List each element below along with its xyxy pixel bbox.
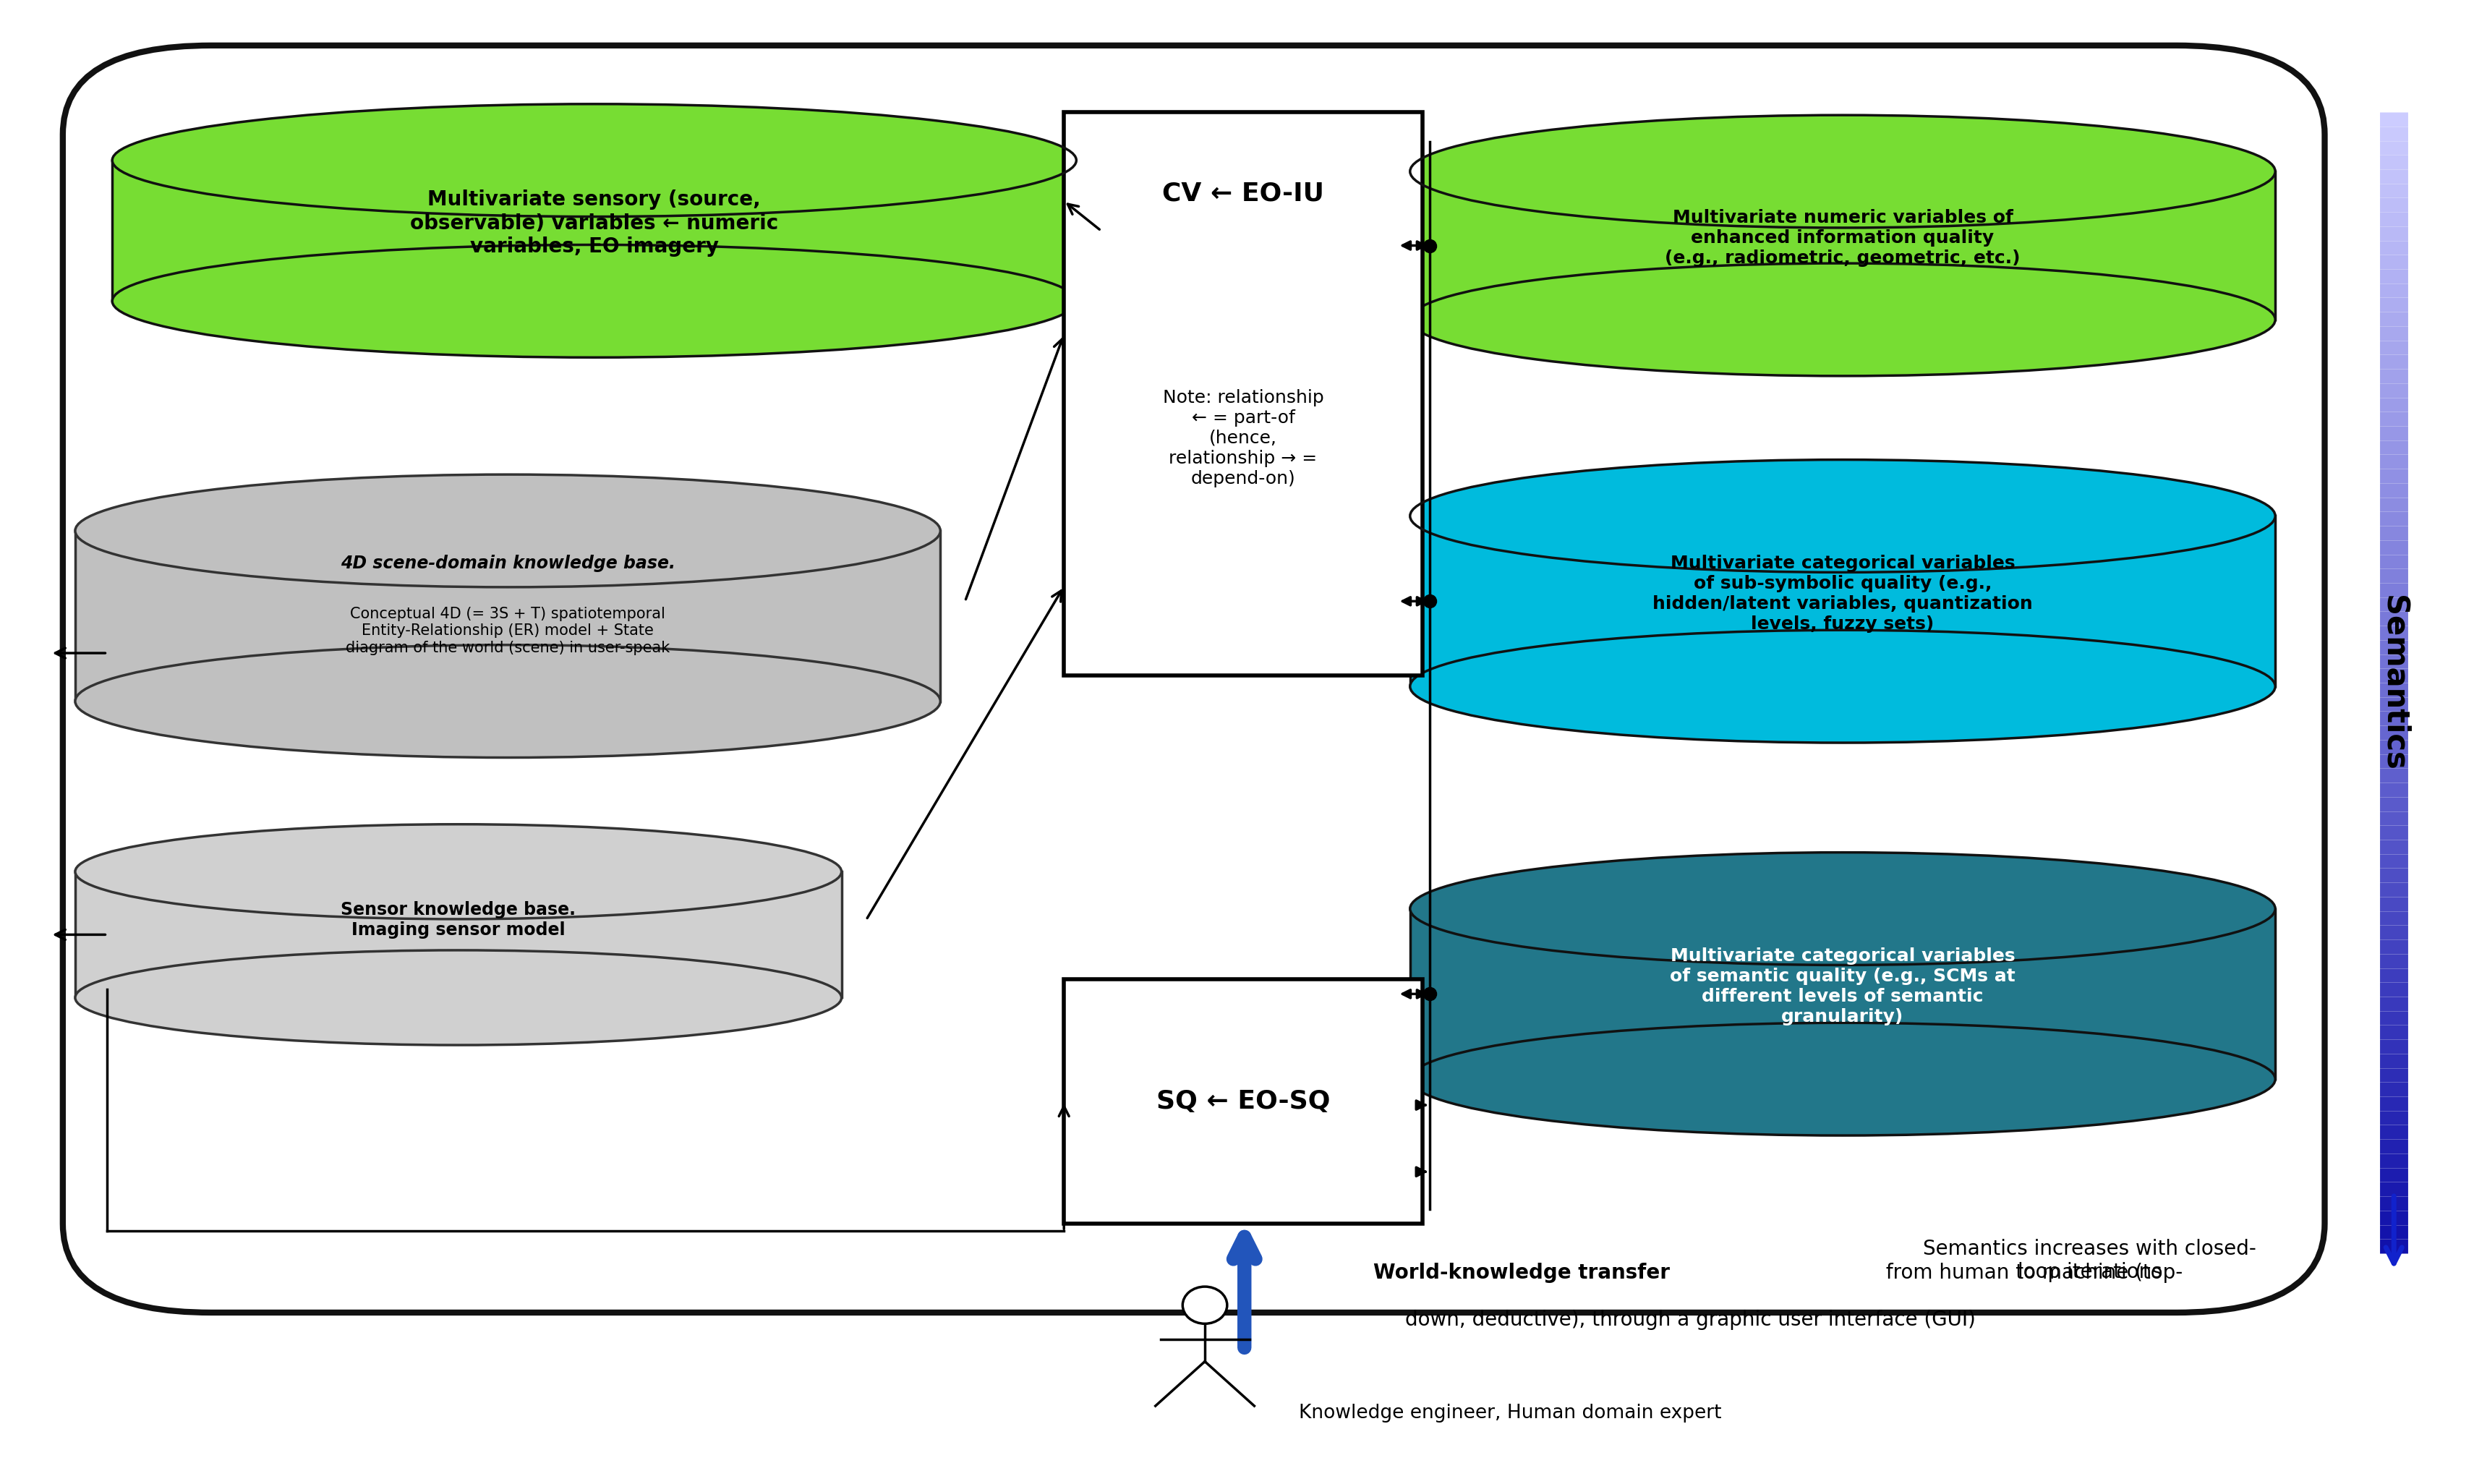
Text: down, deductive), through a graphic user interface (GUI): down, deductive), through a graphic user…: [1405, 1310, 1977, 1330]
Text: Multivariate categorical variables
of semantic quality (e.g., SCMs at
different : Multivariate categorical variables of se…: [1670, 948, 2016, 1025]
Polygon shape: [1410, 516, 2276, 687]
Text: Sensor knowledge base.
Imaging sensor model: Sensor knowledge base. Imaging sensor mo…: [341, 901, 576, 938]
Ellipse shape: [74, 646, 940, 757]
Text: Note: relationship
← = part-of
(hence,
relationship → =
depend-on): Note: relationship ← = part-of (hence, r…: [1163, 389, 1324, 487]
Polygon shape: [111, 160, 1076, 301]
Polygon shape: [74, 531, 940, 702]
Text: Multivariate categorical variables
of sub-symbolic quality (e.g.,
hidden/latent : Multivariate categorical variables of su…: [1653, 555, 2034, 632]
Ellipse shape: [74, 475, 940, 588]
Text: Semantics: Semantics: [2378, 595, 2410, 770]
FancyBboxPatch shape: [62, 46, 2326, 1312]
Ellipse shape: [111, 245, 1076, 358]
Text: SQ ← EO-SQ: SQ ← EO-SQ: [1155, 1089, 1331, 1113]
Ellipse shape: [1410, 263, 2276, 375]
Polygon shape: [1410, 908, 2276, 1079]
Text: Multivariate sensory (source,
observable) variables ← numeric
variables, EO imag: Multivariate sensory (source, observable…: [411, 190, 779, 257]
Ellipse shape: [74, 950, 841, 1045]
Text: 4D scene-domain knowledge base.: 4D scene-domain knowledge base.: [341, 555, 675, 573]
Text: from human to machine (top-: from human to machine (top-: [1880, 1263, 2182, 1282]
FancyBboxPatch shape: [1064, 979, 1423, 1224]
Ellipse shape: [111, 104, 1076, 217]
Text: CV ← EO-IU: CV ← EO-IU: [1163, 181, 1324, 206]
Text: Conceptual 4D (= 3S + T) spatiotemporal
Entity-Relationship (ER) model + State
d: Conceptual 4D (= 3S + T) spatiotemporal …: [346, 607, 670, 654]
Text: Multivariate numeric variables of
enhanced information quality
(e.g., radiometri: Multivariate numeric variables of enhanc…: [1665, 209, 2021, 267]
Polygon shape: [74, 871, 841, 997]
Text: Knowledge engineer, Human domain expert: Knowledge engineer, Human domain expert: [1299, 1404, 1722, 1423]
Text: World-knowledge transfer: World-knowledge transfer: [1373, 1263, 1670, 1282]
Ellipse shape: [1410, 631, 2276, 742]
Ellipse shape: [1183, 1287, 1227, 1324]
FancyBboxPatch shape: [1064, 113, 1423, 675]
Ellipse shape: [1410, 1022, 2276, 1135]
Ellipse shape: [1410, 852, 2276, 965]
Polygon shape: [1410, 172, 2276, 319]
Ellipse shape: [74, 824, 841, 919]
Text: Semantics increases with closed-
loop iterations: Semantics increases with closed- loop it…: [1922, 1239, 2256, 1282]
Ellipse shape: [1410, 460, 2276, 573]
Ellipse shape: [1410, 116, 2276, 227]
